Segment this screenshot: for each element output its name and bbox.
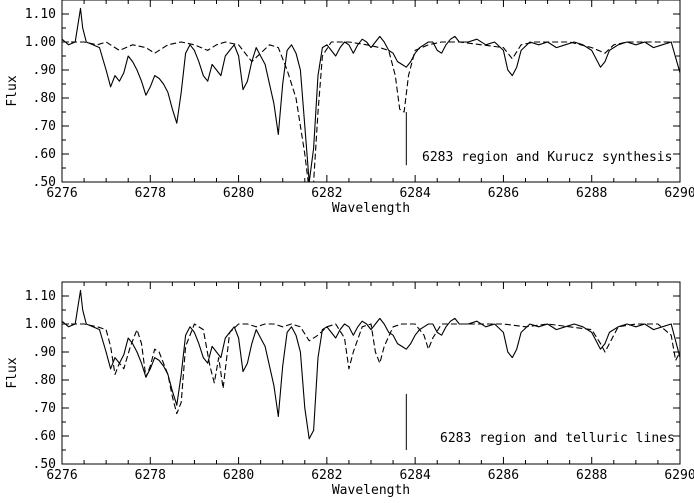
y-tick-label: 1.00 [25,317,56,332]
x-tick-label: 6286 [488,468,519,483]
y-tick-label: .50 [33,175,56,190]
top-spectrum-panel: 6276 6278 6280 6282 6284 6286 6288 6290 .50 .60 .7… [5,0,694,216]
x-tick-label: 6276 [46,468,77,483]
x-axis-label: Wavelength [332,483,410,498]
y-tick-label: .90 [33,345,56,360]
y-tick-label: .80 [33,373,56,388]
panel-annotation: 6283 region and Kurucz synthesis [422,150,672,165]
y-axis-label: Flux [5,75,20,106]
x-tick-label: 6284 [399,186,430,201]
solid-series-line [62,7,680,182]
x-tick-label: 6286 [488,186,519,201]
x-tick-label: 6290 [664,186,694,201]
x-tick-label: 6280 [223,468,254,483]
y-tick-label: .70 [33,119,56,134]
y-axis-label: Flux [5,357,20,388]
x-tick-label: 6282 [311,468,342,483]
x-tick-label: 6284 [399,468,430,483]
dashed-series-line [62,41,680,182]
y-tick-label: 1.00 [25,35,56,50]
x-tick-label: 6278 [135,186,166,201]
series-group [62,7,680,182]
y-tick-label: .70 [33,401,56,416]
x-tick-label: 6288 [576,186,607,201]
y-tick-label: .60 [33,429,56,444]
x-tick-label: 6282 [311,186,342,201]
x-tick-label: 6280 [223,186,254,201]
panel-annotation: 6283 region and telluric lines [440,431,675,446]
bottom-spectrum-panel: 6276 6278 6280 6282 6284 6286 6288 6290 .50 .60 .7… [5,281,694,498]
y-tick-label: .60 [33,147,56,162]
y-tick-label: .50 [33,457,56,472]
dashed-series-line [62,323,680,415]
solid-series-line [62,289,680,440]
y-tick-label: 1.10 [25,289,56,304]
y-tick-label: .80 [33,91,56,106]
x-tick-label: 6278 [135,468,166,483]
x-tick-label: 6288 [576,468,607,483]
x-tick-label: 6290 [664,468,694,483]
series-group [62,289,680,440]
x-tick-label: 6276 [46,186,77,201]
x-axis-label: Wavelength [332,201,410,216]
y-tick-label: 1.10 [25,7,56,22]
y-tick-label: .90 [33,63,56,78]
